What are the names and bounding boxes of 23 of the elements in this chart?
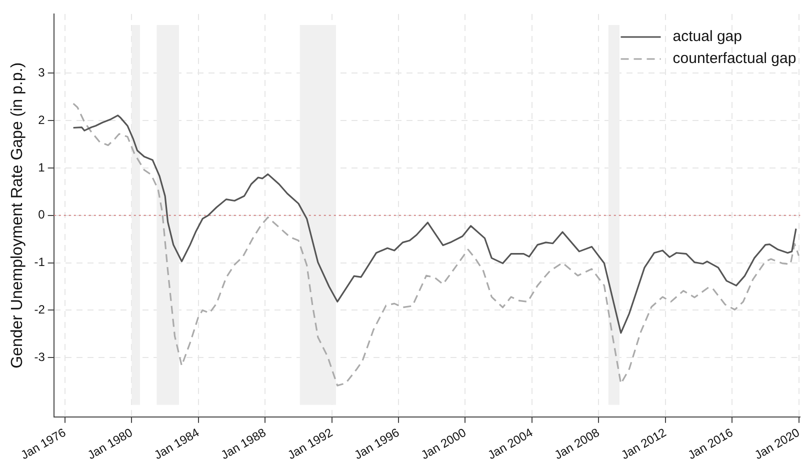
y-tick-label: 1 — [38, 160, 46, 174]
x-tick-label: Jan 2020 — [752, 425, 802, 462]
y-tick-label: -1 — [34, 255, 46, 270]
x-tick-label: Jan 1976 — [18, 425, 68, 462]
x-tick-label: Jan 2004 — [485, 425, 536, 462]
x-tick-label: Jan 1984 — [152, 425, 202, 462]
y-tick-label: -3 — [34, 350, 46, 364]
legend-label: counterfactual gap — [672, 50, 796, 68]
y-tick-label: 3 — [38, 66, 46, 80]
line-series — [72, 102, 800, 386]
y-tick-label: 0 — [38, 208, 46, 222]
y-axis-title: Gender Unemployment Rate Gape (in p.p.) — [9, 62, 26, 368]
x-tick-label: Jan 1992 — [285, 425, 336, 462]
legend-label: actual gap — [672, 28, 742, 46]
y-tick-label: -2 — [34, 302, 46, 317]
x-tick-label: Jan 2012 — [618, 425, 669, 462]
x-tick-label: Jan 1980 — [85, 425, 136, 462]
y-tick-label: 2 — [38, 112, 46, 127]
x-tick-label: Jan 1988 — [218, 425, 269, 462]
x-tick-label: Jan 2008 — [552, 425, 602, 462]
x-tick-label: Jan 2000 — [418, 425, 469, 462]
x-tick-label: Jan 1996 — [352, 425, 402, 462]
x-tick-label: Jan 2016 — [685, 425, 736, 462]
